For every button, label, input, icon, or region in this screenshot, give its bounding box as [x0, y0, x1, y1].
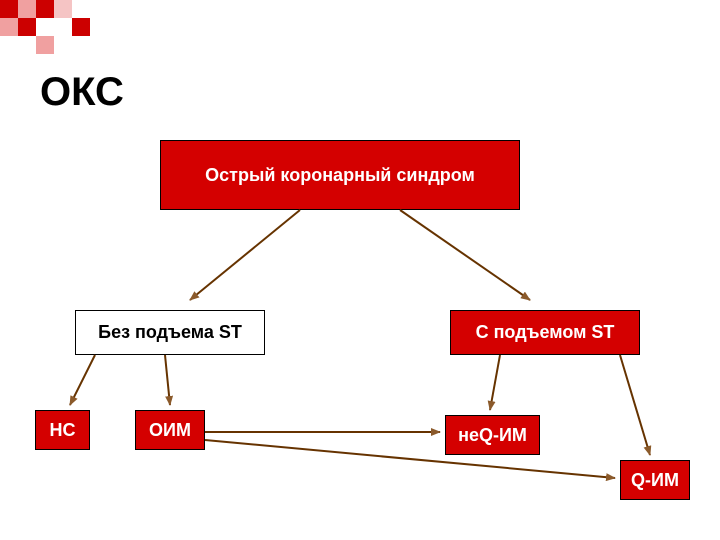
node-left: Без подъема ST — [75, 310, 265, 355]
arrow-right-to-neq — [490, 355, 500, 410]
node-right-label: С подъемом ST — [476, 322, 615, 343]
deco-square — [72, 18, 90, 36]
deco-square — [36, 0, 54, 18]
node-oim-label: ОИМ — [149, 420, 191, 441]
slide-root: ОКС Острый коронарный синдром Без подъема… — [0, 0, 720, 540]
node-qim: Q-ИМ — [620, 460, 690, 500]
deco-square — [0, 18, 18, 36]
deco-square — [18, 18, 36, 36]
arrow-left-to-hc — [70, 355, 95, 405]
node-right: С подъемом ST — [450, 310, 640, 355]
slide-title: ОКС — [40, 70, 124, 115]
deco-square — [36, 36, 54, 54]
node-qim-label: Q-ИМ — [631, 470, 679, 491]
arrow-right-to-qim — [620, 355, 650, 455]
node-neq-label: неQ-ИМ — [458, 425, 527, 446]
arrow-root-to-right — [400, 210, 530, 300]
node-neq: неQ-ИМ — [445, 415, 540, 455]
arrow-left-to-oim — [165, 355, 170, 405]
arrow-root-to-left — [190, 210, 300, 300]
node-hc: НС — [35, 410, 90, 450]
arrow-oim-to-qim — [205, 440, 615, 478]
node-oim: ОИМ — [135, 410, 205, 450]
deco-square — [18, 0, 36, 18]
node-root-label: Острый коронарный синдром — [205, 165, 475, 186]
node-hc-label: НС — [50, 420, 76, 441]
node-left-label: Без подъема ST — [98, 322, 242, 343]
node-root: Острый коронарный синдром — [160, 140, 520, 210]
deco-square — [0, 0, 18, 18]
deco-square — [54, 0, 72, 18]
